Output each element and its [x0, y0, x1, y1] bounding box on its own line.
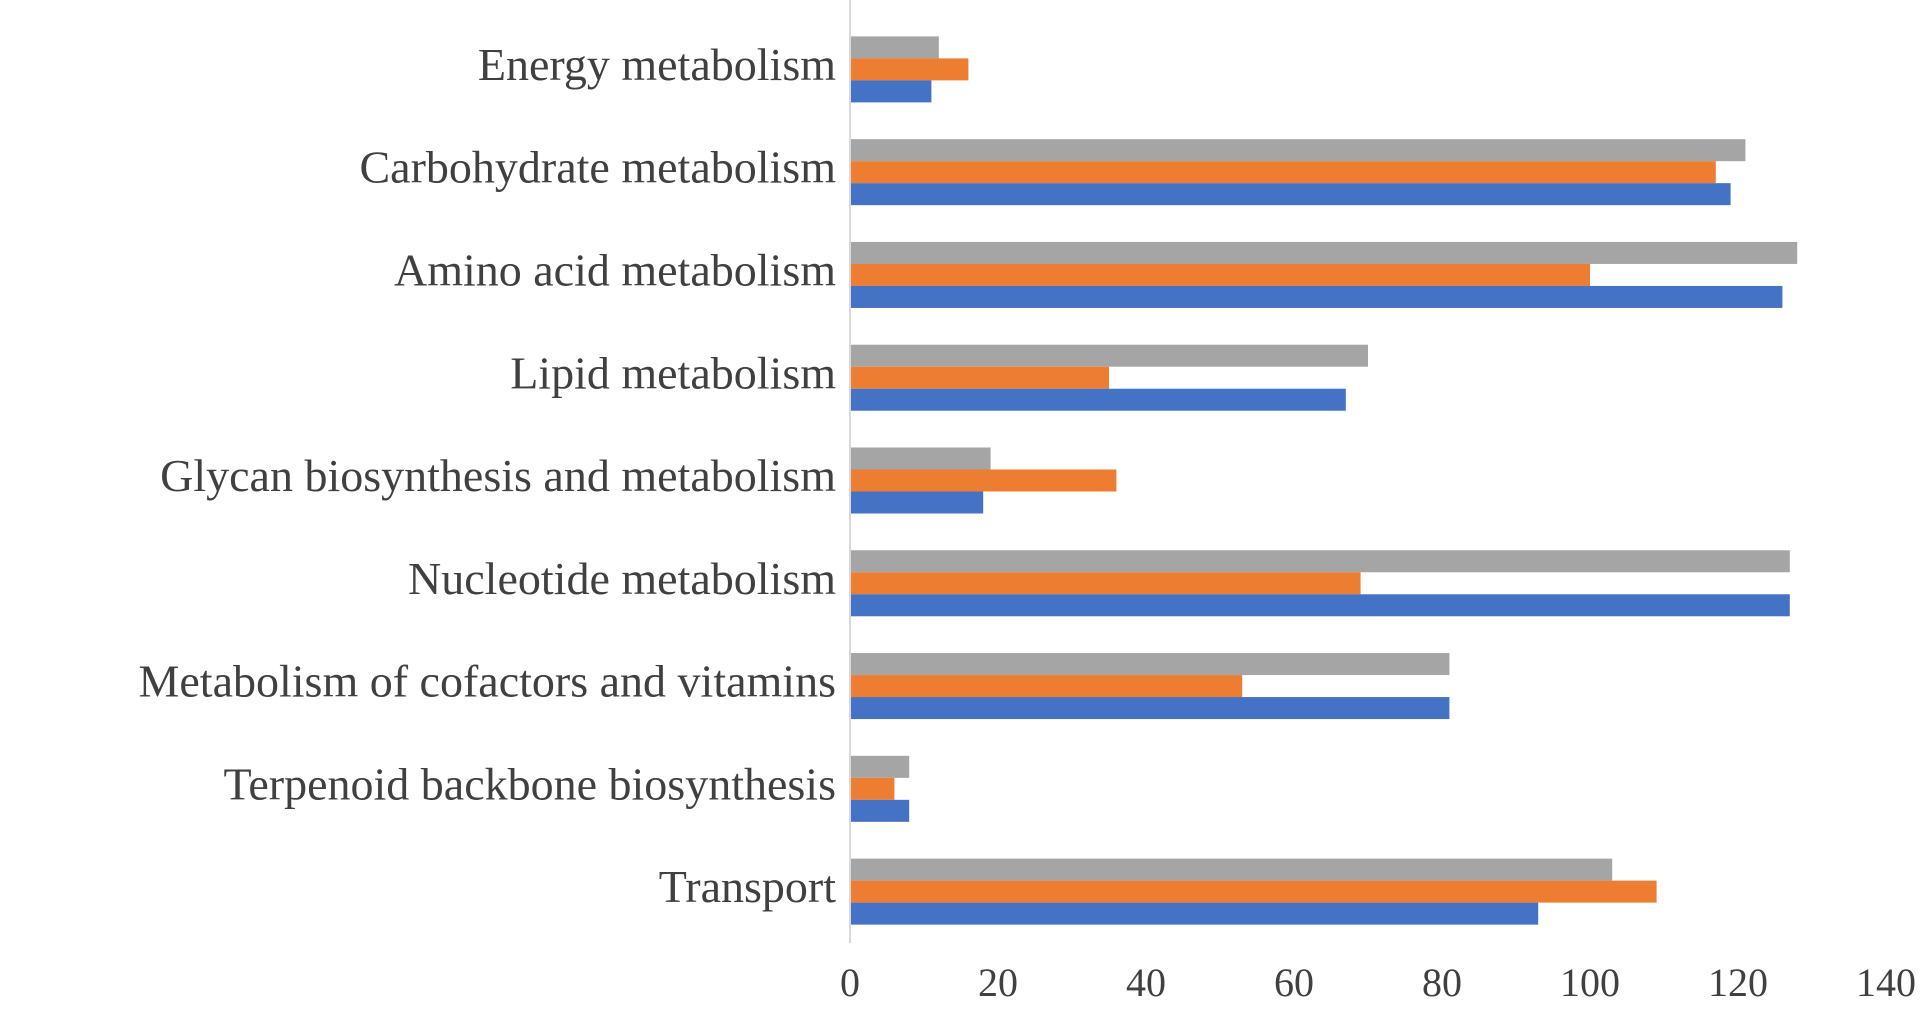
- bar: [850, 285, 1783, 308]
- bar: [850, 388, 1346, 411]
- y-tick-label: Metabolism of cofactors and vitamins: [138, 656, 836, 707]
- bar: [850, 491, 984, 514]
- bar: [850, 902, 1539, 925]
- x-tick-label: 140: [1856, 960, 1916, 1005]
- bar: [850, 799, 910, 822]
- bar: [850, 366, 1109, 389]
- bar: [850, 469, 1117, 492]
- bar: [850, 344, 1368, 367]
- bar: [850, 550, 1790, 573]
- bar: [850, 572, 1361, 595]
- bar: [850, 880, 1657, 903]
- bar: [850, 858, 1613, 881]
- bar: [850, 777, 895, 800]
- y-tick-label: Energy metabolism: [478, 39, 836, 90]
- x-tick-label: 60: [1274, 960, 1314, 1005]
- bar: [850, 183, 1731, 206]
- y-tick-label: Transport: [659, 861, 836, 912]
- bar: [850, 653, 1450, 676]
- y-tick-label: Amino acid metabolism: [394, 245, 836, 296]
- y-tick-label: Carbohydrate metabolism: [360, 142, 837, 193]
- x-tick-label: 80: [1422, 960, 1462, 1005]
- bar: [850, 263, 1590, 286]
- bar: [850, 675, 1243, 698]
- x-tick-label: 40: [1126, 960, 1166, 1005]
- bar: [850, 58, 969, 81]
- bar: [850, 36, 939, 59]
- bar: [850, 241, 1798, 264]
- x-tick-label: 100: [1560, 960, 1620, 1005]
- bar: [850, 594, 1790, 617]
- bar: [850, 447, 991, 470]
- y-tick-label: Lipid metabolism: [510, 347, 836, 398]
- bar: [850, 755, 910, 778]
- bar: [850, 80, 932, 103]
- bar: [850, 161, 1716, 184]
- bar: [850, 697, 1450, 720]
- y-tick-label: Nucleotide metabolism: [408, 553, 836, 604]
- x-tick-label: 20: [978, 960, 1018, 1005]
- x-tick-label: 120: [1708, 960, 1768, 1005]
- bar: [850, 139, 1746, 162]
- y-tick-label: Glycan biosynthesis and metabolism: [160, 450, 836, 501]
- y-tick-label: Terpenoid backbone biosynthesis: [223, 758, 836, 809]
- x-tick-label: 0: [840, 960, 860, 1005]
